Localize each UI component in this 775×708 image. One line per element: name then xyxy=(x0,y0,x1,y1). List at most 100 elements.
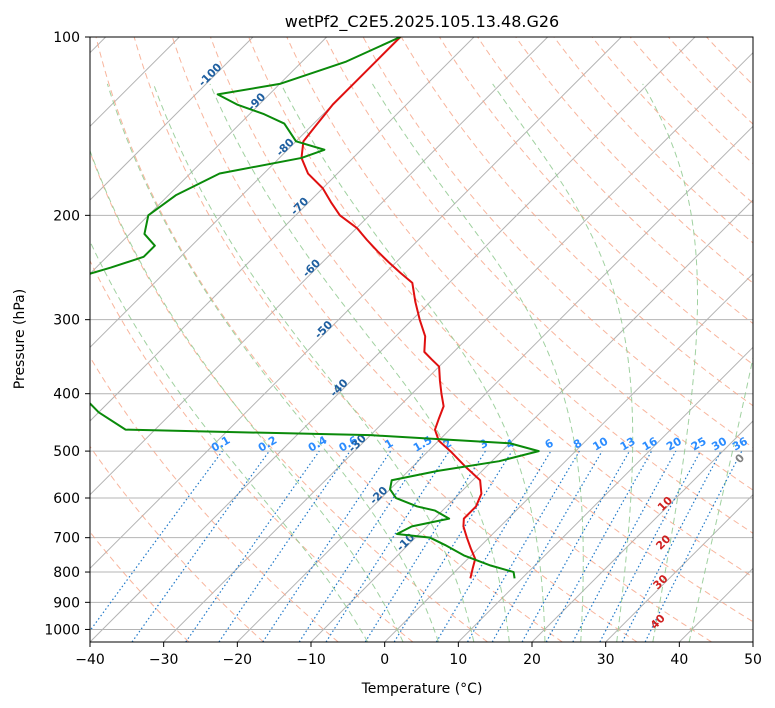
isotherm-line xyxy=(90,37,696,642)
x-tick-label: 30 xyxy=(597,652,615,668)
isotherm-line xyxy=(678,567,753,642)
dry-adiabat-line xyxy=(171,37,712,642)
x-tick-label: 40 xyxy=(670,652,688,668)
moist-adiabat-line xyxy=(209,83,510,642)
mixing-ratio-line xyxy=(90,450,223,632)
isotherm-line xyxy=(384,272,753,642)
moist-adiabat-line xyxy=(153,83,475,642)
x-tick-label: −10 xyxy=(296,652,326,668)
y-tick-label: 400 xyxy=(53,387,80,403)
x-tick-label: −30 xyxy=(149,652,179,668)
dry-adiabat-line xyxy=(95,37,563,642)
x-tick-label: 50 xyxy=(744,652,762,668)
isotherm-line xyxy=(605,493,753,642)
dry-adiabat-line xyxy=(210,37,753,623)
dry-adiabat-label: 40 xyxy=(648,611,668,631)
isotherm-line xyxy=(236,125,753,642)
y-tick-label: 600 xyxy=(53,491,80,507)
isotherm-line xyxy=(163,51,753,642)
moist-adiabat-label: -60 xyxy=(300,256,323,279)
y-tick-label: 900 xyxy=(53,595,80,611)
mixing-ratio-line xyxy=(131,450,270,642)
dry-adiabat-line xyxy=(706,37,753,86)
dewpoint-profile-line xyxy=(90,37,540,579)
dry-adiabat-line xyxy=(90,259,414,642)
x-tick-label: −20 xyxy=(223,652,253,668)
moist-adiabat-line xyxy=(90,149,404,642)
moist-adiabat-line xyxy=(688,355,753,642)
isotherm-line xyxy=(90,37,475,422)
moist-adiabat-label: -70 xyxy=(288,194,311,217)
y-tick-label: 200 xyxy=(53,208,80,224)
moist-adiabat-line xyxy=(90,240,369,642)
moist-adiabat-line xyxy=(372,83,584,642)
chart-title: wetPf2_C2E5.2025.105.13.48.G26 xyxy=(285,12,559,32)
isotherm-line xyxy=(90,37,328,275)
y-tick-label: 300 xyxy=(53,313,80,329)
isotherm-line xyxy=(531,420,753,642)
mixing-ratio-line xyxy=(466,450,580,642)
dry-adiabat-line xyxy=(133,37,638,642)
y-axis-label: Pressure (hPa) xyxy=(12,289,28,389)
dry-adiabat-label: 10 xyxy=(655,494,675,514)
dry-adiabat-line xyxy=(400,37,753,407)
mixing-ratio-label: 6 xyxy=(543,436,556,451)
mixing-ratio-line xyxy=(393,450,513,642)
dry-adiabat-line xyxy=(668,37,753,125)
dry-adiabat-line xyxy=(591,37,753,204)
dry-adiabat-line xyxy=(90,531,190,642)
mixing-ratio-line xyxy=(572,450,677,642)
moist-adiabat-line xyxy=(280,83,546,642)
dry-adiabat-label: 30 xyxy=(651,572,671,592)
isotherm-line xyxy=(90,37,622,570)
y-tick-label: 100 xyxy=(53,30,80,46)
mixing-ratio-line xyxy=(435,450,552,642)
dry-adiabat-line xyxy=(553,37,753,244)
moist-adiabat-line xyxy=(642,83,699,642)
y-tick-label: 500 xyxy=(53,444,80,460)
moist-adiabat-label: 0 xyxy=(733,451,748,466)
isotherm-line xyxy=(457,346,753,642)
isotherm-line xyxy=(90,37,254,201)
mixing-ratio-line xyxy=(521,450,631,642)
dry-adiabat-line xyxy=(90,150,488,642)
y-tick-label: 800 xyxy=(53,565,80,581)
isotherm-line xyxy=(90,37,401,349)
dry-adiabat-line xyxy=(515,37,753,284)
y-tick-label: 700 xyxy=(53,531,80,547)
dry-adiabat-line xyxy=(324,37,753,491)
x-tick-label: 0 xyxy=(380,652,389,668)
dry-adiabat-line xyxy=(477,37,753,325)
dry-adiabat-line xyxy=(629,37,753,165)
x-tick-label: 10 xyxy=(449,652,467,668)
mixing-ratio-line xyxy=(218,450,351,642)
x-axis-label: Temperature (°C) xyxy=(361,681,483,697)
dry-adiabat-line xyxy=(248,37,753,578)
plot-frame xyxy=(89,36,754,643)
moist-adiabat-label: -50 xyxy=(312,318,335,341)
x-tick-label: −40 xyxy=(75,652,105,668)
mixing-ratio-line xyxy=(262,450,392,642)
plot-area: 0.1 0.2 0.4 0.6 1 1.5 2 3 4 6 8 10 13 16 20 25 30 36-100-… xyxy=(90,37,753,642)
y-tick-label: 1000 xyxy=(44,622,80,638)
moist-adiabat-label: -90 xyxy=(245,90,268,113)
mixing-ratio-line xyxy=(599,450,702,642)
dry-adiabat-label: 20 xyxy=(653,532,673,552)
dry-adiabat-line xyxy=(362,37,753,449)
moist-adiabat-line xyxy=(106,83,439,642)
moist-adiabat-label: -40 xyxy=(327,376,350,399)
moist-adiabat-line xyxy=(492,83,634,642)
moist-adiabat-label: -20 xyxy=(367,484,390,507)
x-tick-label: 20 xyxy=(523,652,541,668)
mixing-ratio-line xyxy=(545,450,653,642)
mixing-ratio-line xyxy=(325,450,450,642)
isotherm-line xyxy=(310,199,753,642)
mixing-ratio-line xyxy=(364,450,486,642)
mixing-ratio-line xyxy=(491,450,603,642)
isotherm-line xyxy=(90,37,549,496)
mixing-ratio-line xyxy=(185,450,320,642)
dry-adiabat-line xyxy=(90,445,264,642)
temperature-profile-line xyxy=(300,37,483,579)
